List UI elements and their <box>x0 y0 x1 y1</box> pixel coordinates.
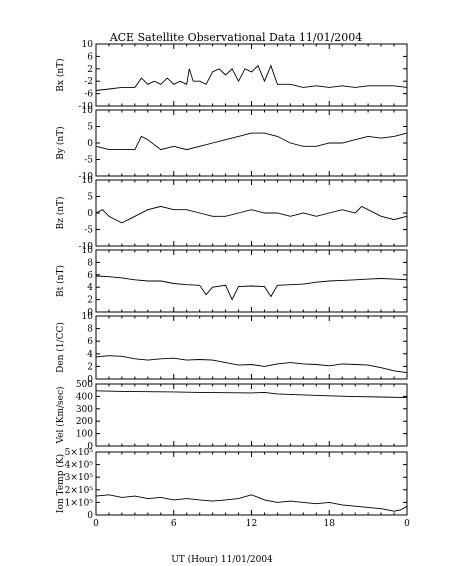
y-axis-label-temp: Ion Temp (K) <box>55 454 66 513</box>
y-tick-label-by-4: -10 <box>79 172 94 182</box>
panel-bx: 10 6 2 -2 -6 -10 Bx (nT) <box>55 40 408 112</box>
y-tick-label-temp-5: 0 <box>87 511 93 521</box>
x-tick-label-0: 0 <box>93 519 99 529</box>
series-line-temp <box>95 494 408 512</box>
y-tick-label-den-0: 10 <box>82 312 94 322</box>
series-line-den <box>95 355 408 374</box>
y-tick-label-temp-0: 5×10⁵ <box>65 448 94 458</box>
x-tick-label-1: 6 <box>171 519 177 529</box>
y-tick-label-den-5: 0 <box>87 375 93 385</box>
y-tick-label-by-2: 0 <box>87 139 93 149</box>
panel-frame-bx <box>95 43 408 107</box>
y-tick-label-vel-0: 500 <box>76 380 93 390</box>
chart-title: ACE Satellite Observational Data 11/01/2… <box>109 31 363 44</box>
x-tick-labels: 0 6 12 18 0 <box>93 519 410 529</box>
panel-bz: 10 5 0 -5 -10 Bz (nT) <box>55 176 408 252</box>
panel-vel: 500 400 300 200 100 0 Vel (Km/sec) <box>55 380 408 452</box>
y-axis-label-bt: Bt (nT) <box>55 265 66 297</box>
y-tick-label-bz-0: 10 <box>82 176 94 186</box>
series-line-bx <box>95 64 408 91</box>
chart-panels: 10 6 2 -2 -6 -10 Bx (nT) 10 5 0 -5 -10 By (nT) 10 5 0 -5… <box>55 40 408 521</box>
y-tick-label-bx-4: -6 <box>84 90 93 100</box>
y-axis-label-bx: Bx (nT) <box>55 58 66 91</box>
y-axis-label-bz: Bz (nT) <box>55 196 66 229</box>
y-tick-label-vel-4: 100 <box>76 430 93 440</box>
y-tick-label-bx-2: 2 <box>87 65 93 75</box>
y-tick-label-bz-1: 5 <box>87 193 93 203</box>
panel-by: 10 5 0 -5 -10 By (nT) <box>55 106 408 182</box>
y-tick-label-vel-2: 300 <box>76 405 93 415</box>
series-line-by <box>95 132 408 151</box>
panel-frame-den <box>95 315 408 380</box>
x-tick-label-2: 12 <box>246 519 257 529</box>
panel-den: 10 8 6 4 2 0 Den (1/CC) <box>55 312 408 385</box>
series-line-vel <box>95 390 408 399</box>
y-tick-label-temp-2: 3×10⁵ <box>65 473 94 483</box>
y-tick-label-bt-4: 2 <box>87 296 93 306</box>
panel-temp: 5×10⁵ 4×10⁵ 3×10⁵ 2×10⁵ 1×10⁵ 0 Ion Temp (K) <box>55 448 408 521</box>
y-tick-label-bz-4: -10 <box>79 242 94 252</box>
y-tick-label-bx-3: -2 <box>84 77 93 87</box>
y-tick-label-temp-3: 2×10⁵ <box>65 486 94 496</box>
y-tick-label-bt-1: 8 <box>87 258 93 268</box>
y-tick-label-by-3: -5 <box>84 156 93 166</box>
y-tick-label-den-4: 2 <box>87 362 93 372</box>
panel-frame-temp <box>95 451 408 516</box>
y-axis-label-vel: Vel (Km/sec) <box>55 386 66 444</box>
y-tick-label-bz-2: 0 <box>87 209 93 219</box>
y-tick-label-vel-5: 0 <box>87 442 93 452</box>
y-tick-label-temp-4: 1×10⁵ <box>65 498 94 508</box>
y-tick-label-bt-2: 6 <box>87 271 93 281</box>
y-tick-label-bt-5: 0 <box>87 308 93 318</box>
y-tick-label-vel-3: 200 <box>76 417 93 427</box>
y-axis-label-den: Den (1/CC) <box>55 322 66 373</box>
panel-frame-bz <box>95 179 408 247</box>
panel-frame-bt <box>95 249 408 313</box>
panel-frame-by <box>95 109 408 177</box>
x-tick-label-3: 18 <box>324 519 336 529</box>
y-tick-label-temp-1: 4×10⁵ <box>65 461 94 471</box>
panel-bt: 10 8 6 4 2 0 Bt (nT) <box>55 246 408 318</box>
y-tick-label-den-1: 8 <box>87 325 93 335</box>
x-axis-label: UT (Hour) 11/01/2004 <box>171 554 273 565</box>
y-axis-label-by: By (nT) <box>55 126 66 159</box>
series-line-bt <box>95 275 408 301</box>
y-tick-label-bz-3: -5 <box>84 226 93 236</box>
x-tick-label-4: 0 <box>404 519 410 529</box>
y-tick-label-vel-1: 400 <box>76 392 93 402</box>
y-tick-label-bt-3: 4 <box>87 283 93 293</box>
series-line-bz <box>95 205 408 224</box>
y-tick-label-den-2: 6 <box>87 337 93 347</box>
y-tick-label-by-0: 10 <box>82 106 94 116</box>
y-tick-label-by-1: 5 <box>87 123 93 133</box>
y-tick-label-bx-5: -10 <box>79 102 94 112</box>
y-tick-label-bt-0: 10 <box>82 246 94 256</box>
y-tick-label-bx-0: 10 <box>82 40 94 50</box>
y-tick-label-bx-1: 6 <box>87 52 93 62</box>
y-tick-label-den-3: 4 <box>87 350 93 360</box>
